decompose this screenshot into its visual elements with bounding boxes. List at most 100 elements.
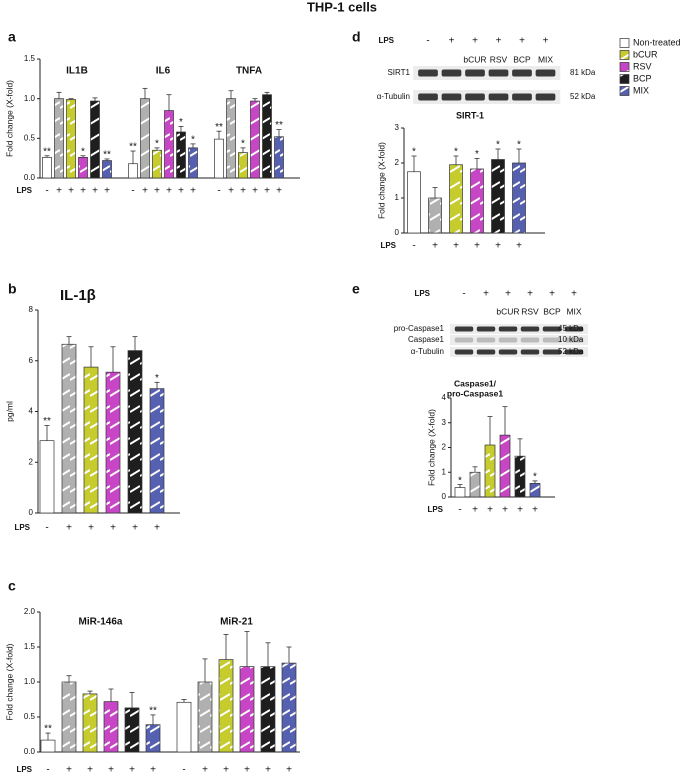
blot-lps-sign: + [449, 36, 455, 47]
blot-treatment: BCP [543, 306, 561, 316]
group-title: MiR-21 [220, 617, 253, 628]
lps-sign: + [240, 186, 246, 197]
bar [127, 350, 143, 514]
blot-band [520, 349, 540, 355]
lps-sign: + [223, 765, 229, 776]
significance: ** [275, 120, 283, 131]
lps-label: LPS [380, 241, 396, 250]
blot-treatment: MIX [566, 306, 581, 316]
y-tick-label: 0.0 [24, 173, 36, 182]
lps-label: LPS [16, 765, 32, 774]
blot-row-label: pro-Caspase1 [394, 324, 445, 333]
blot-band [542, 349, 562, 355]
lps-label: LPS [427, 505, 443, 514]
group-title: IL6 [156, 66, 171, 77]
lps-sign: + [516, 241, 522, 252]
panel-letter: b [8, 281, 17, 297]
blot-band [520, 326, 540, 332]
bar [484, 444, 496, 498]
significance: * [155, 138, 159, 149]
bar [66, 99, 76, 179]
lps-sign: + [502, 505, 508, 516]
y-tick-label: 2 [395, 158, 400, 167]
blot-lps-sign: - [426, 36, 429, 47]
bar [61, 343, 77, 514]
blot-lps-sign: + [519, 36, 525, 47]
lps-sign: - [46, 765, 49, 776]
y-tick-label: 0 [395, 228, 400, 237]
blot-lps-sign: + [505, 289, 511, 300]
blot-band [564, 349, 584, 355]
legend-swatch [619, 74, 630, 84]
y-axis-label: pg/ml [4, 401, 14, 422]
lps-sign: + [244, 765, 250, 776]
blot-size: 81 kDa [570, 68, 596, 77]
blot-treatment: bCUR [463, 54, 486, 64]
bar [176, 131, 186, 179]
legend-label: RSV [633, 61, 652, 71]
chart-title: Caspase1/ [454, 378, 497, 388]
bar [529, 483, 541, 498]
significance: * [179, 117, 183, 128]
lps-sign: + [532, 505, 538, 516]
legend-swatch [619, 86, 630, 96]
y-tick-label: 8 [29, 305, 34, 314]
blot-band [465, 93, 485, 101]
bar [238, 152, 248, 179]
lps-sign: + [56, 186, 62, 197]
lps-sign: + [228, 186, 234, 197]
lps-sign: + [80, 186, 86, 197]
blot-band [476, 337, 496, 343]
blot-treatment: RSV [521, 306, 539, 316]
blot-row-label: SIRT1 [387, 68, 410, 77]
blot-band [498, 337, 518, 343]
blot-strip [450, 347, 588, 357]
chart-title: IL-1β [60, 287, 96, 304]
blot-size: 52 kDa [570, 92, 596, 101]
significance: ** [129, 142, 137, 153]
blot-lps-sign: + [496, 36, 502, 47]
bar [103, 701, 119, 753]
bar [514, 455, 526, 498]
blot-band [465, 69, 485, 77]
blot-treatment: BCP [513, 54, 531, 64]
group-title: IL1B [66, 66, 88, 77]
bar [226, 98, 236, 179]
y-axis-label: Fold change (X-fold) [376, 142, 386, 219]
legend-label: Non-treated [633, 37, 681, 47]
group-title: TNFA [236, 66, 262, 77]
lps-sign: + [129, 765, 135, 776]
y-tick-label: 1.5 [24, 642, 36, 651]
lps-sign: + [453, 241, 459, 252]
chart-title: pro-Caspase1 [447, 388, 503, 398]
bar [164, 110, 174, 179]
lps-sign: + [190, 186, 196, 197]
legend-swatch [619, 50, 630, 60]
blot-band [512, 69, 532, 77]
bar [260, 666, 276, 753]
significance: * [81, 146, 85, 157]
lps-sign: + [202, 765, 208, 776]
lps-sign: + [132, 523, 138, 534]
bar [491, 159, 505, 234]
significance: ** [44, 724, 52, 735]
lps-sign: + [150, 765, 156, 776]
blot-band [488, 69, 509, 77]
lps-sign: + [487, 505, 493, 516]
significance: * [241, 138, 245, 149]
blot-band [454, 326, 474, 332]
blot-size: 52 kDa [558, 347, 584, 356]
lps-sign: + [87, 765, 93, 776]
bar [61, 681, 77, 753]
blot-row-label: α-Tubulin [411, 347, 444, 356]
lps-sign: + [252, 186, 258, 197]
bar [512, 162, 526, 234]
y-tick-label: 3 [395, 123, 400, 132]
legend-label: MIX [633, 85, 649, 95]
bar [214, 138, 224, 179]
lps-sign: + [66, 765, 72, 776]
blot-band [454, 337, 474, 343]
blot-band [454, 349, 474, 355]
blot-band [441, 93, 462, 101]
bar [124, 707, 140, 753]
